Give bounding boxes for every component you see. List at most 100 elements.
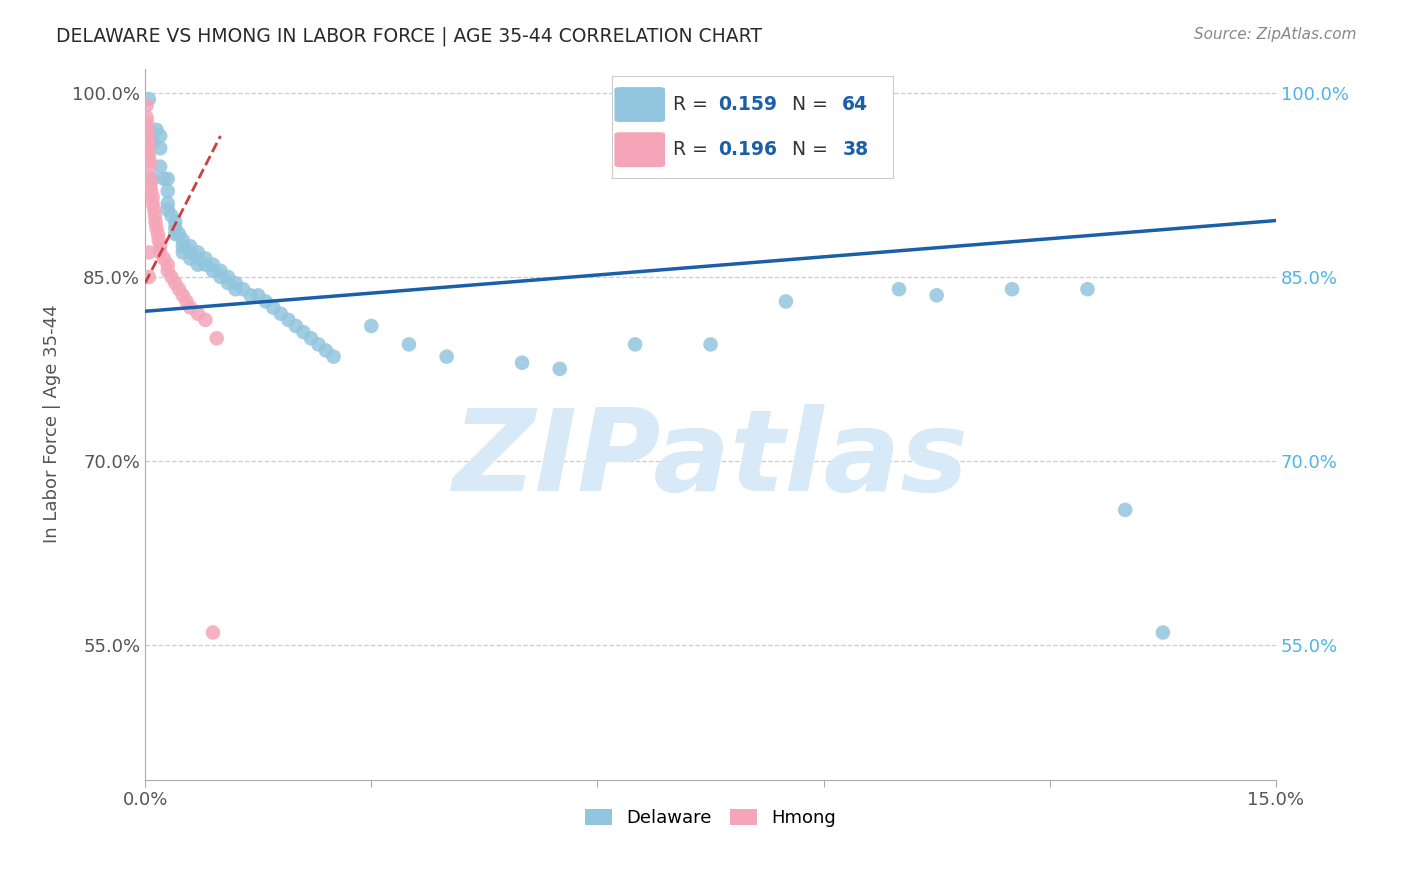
Point — [139, 172, 162, 186]
FancyBboxPatch shape — [614, 87, 665, 122]
Point — [138, 245, 160, 260]
Point — [179, 245, 201, 260]
Text: DELAWARE VS HMONG IN LABOR FORCE | AGE 35-44 CORRELATION CHART: DELAWARE VS HMONG IN LABOR FORCE | AGE 3… — [56, 27, 762, 46]
Point — [201, 264, 224, 278]
Point — [201, 258, 224, 272]
Text: 64: 64 — [842, 95, 868, 114]
Point — [254, 294, 277, 309]
Point — [138, 123, 160, 137]
Point — [145, 123, 167, 137]
Point — [138, 141, 160, 155]
Point — [172, 245, 194, 260]
Text: 0.196: 0.196 — [718, 140, 778, 159]
Point — [160, 209, 183, 223]
Point — [187, 307, 209, 321]
Point — [284, 318, 307, 333]
Point — [262, 301, 284, 315]
Point — [142, 135, 165, 149]
Point — [187, 252, 209, 266]
Point — [270, 307, 292, 321]
Point — [156, 202, 179, 217]
Point — [510, 356, 533, 370]
Point — [205, 331, 228, 345]
Point — [145, 220, 167, 235]
Point — [775, 294, 797, 309]
Point — [156, 258, 179, 272]
Point — [165, 227, 187, 241]
Point — [136, 123, 159, 137]
Point — [149, 128, 172, 143]
Legend: Delaware, Hmong: Delaware, Hmong — [578, 802, 844, 835]
Point — [149, 239, 172, 253]
Point — [225, 282, 247, 296]
Point — [156, 264, 179, 278]
Point — [146, 227, 169, 241]
Point — [201, 625, 224, 640]
Point — [887, 282, 910, 296]
Point — [172, 233, 194, 247]
Point — [160, 269, 183, 284]
Point — [142, 190, 165, 204]
Point — [156, 184, 179, 198]
Point — [138, 269, 160, 284]
Point — [135, 98, 157, 112]
Text: R =: R = — [673, 140, 714, 159]
Point — [167, 282, 190, 296]
Point — [149, 141, 172, 155]
Point — [239, 288, 262, 302]
Text: 38: 38 — [842, 140, 869, 159]
Point — [925, 288, 948, 302]
Point — [139, 184, 162, 198]
Point — [1001, 282, 1024, 296]
Y-axis label: In Labor Force | Age 35-44: In Labor Force | Age 35-44 — [44, 305, 60, 543]
Point — [138, 92, 160, 106]
Text: Source: ZipAtlas.com: Source: ZipAtlas.com — [1194, 27, 1357, 42]
Point — [360, 318, 382, 333]
Point — [149, 160, 172, 174]
Point — [142, 196, 165, 211]
Point — [217, 276, 239, 290]
Text: R =: R = — [673, 95, 714, 114]
Point — [153, 252, 176, 266]
Point — [179, 301, 201, 315]
Point — [172, 288, 194, 302]
Point — [138, 160, 160, 174]
Point — [225, 276, 247, 290]
Point — [292, 325, 315, 339]
Point — [167, 227, 190, 241]
Point — [138, 147, 160, 161]
Point — [143, 209, 166, 223]
Point — [156, 172, 179, 186]
Point — [172, 239, 194, 253]
Text: N =: N = — [780, 140, 834, 159]
Point — [209, 269, 232, 284]
FancyBboxPatch shape — [614, 132, 665, 167]
Point — [136, 128, 159, 143]
Point — [136, 135, 159, 149]
Point — [194, 313, 217, 327]
Point — [315, 343, 337, 358]
Point — [143, 202, 166, 217]
Point — [148, 233, 170, 247]
Point — [699, 337, 721, 351]
Point — [187, 258, 209, 272]
Point — [135, 111, 157, 125]
Point — [308, 337, 330, 351]
Point — [277, 313, 299, 327]
Point — [136, 117, 159, 131]
Point — [232, 282, 254, 296]
Point — [299, 331, 322, 345]
Point — [179, 252, 201, 266]
Point — [217, 269, 239, 284]
Point — [1076, 282, 1098, 296]
Point — [548, 362, 571, 376]
Point — [194, 252, 217, 266]
Point — [153, 172, 176, 186]
Point — [179, 239, 201, 253]
Point — [187, 245, 209, 260]
Point — [436, 350, 458, 364]
Text: 0.159: 0.159 — [718, 95, 778, 114]
Point — [156, 196, 179, 211]
Point — [1152, 625, 1174, 640]
Point — [145, 215, 167, 229]
